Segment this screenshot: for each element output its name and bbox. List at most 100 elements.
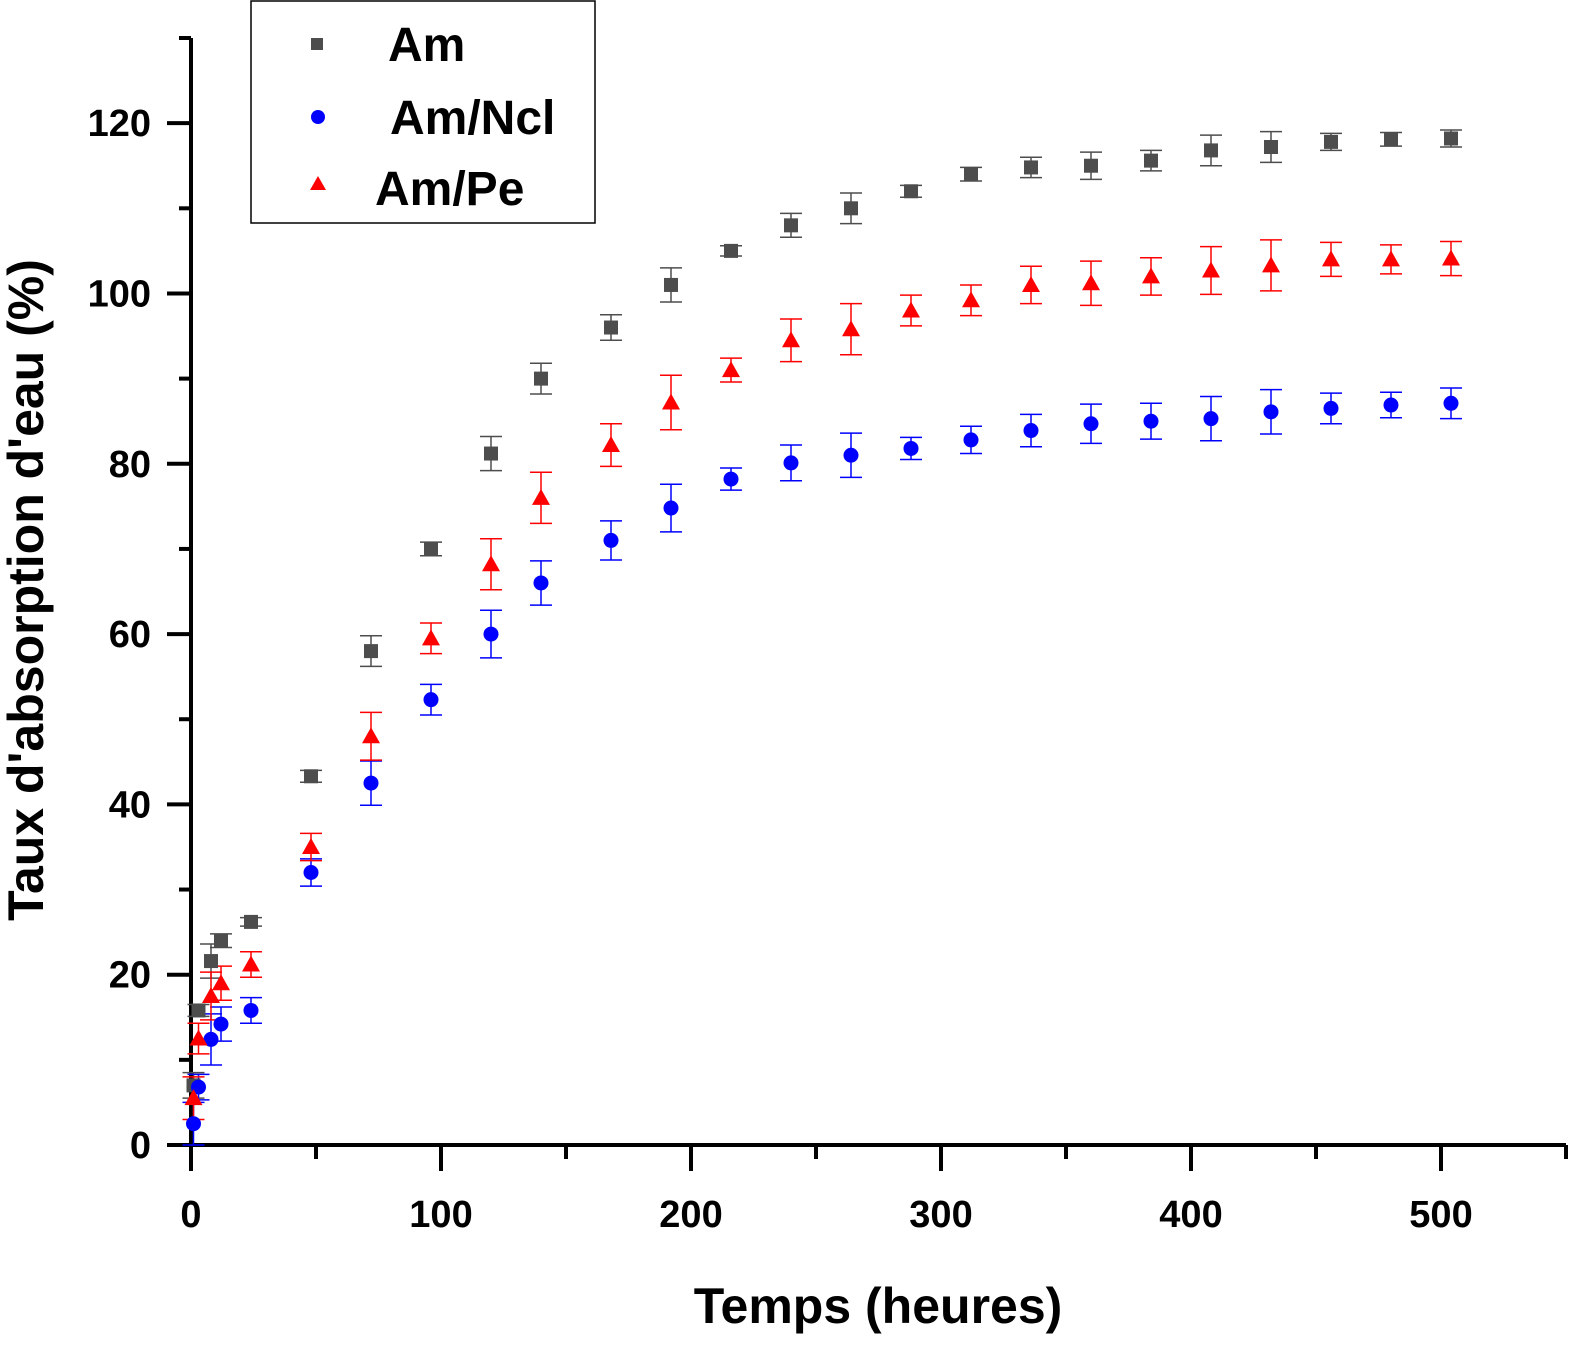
point-am-ncl xyxy=(963,432,979,448)
point-am-pe xyxy=(189,1029,208,1046)
x-tick-label: 500 xyxy=(1409,1194,1472,1236)
y-tick-label: 100 xyxy=(88,273,151,315)
point-am xyxy=(1444,131,1458,146)
point-am-pe xyxy=(202,986,220,1003)
point-am xyxy=(304,769,318,784)
point-am xyxy=(191,1003,206,1018)
x-tick-label: 200 xyxy=(659,1194,722,1236)
point-am-ncl xyxy=(603,532,619,548)
y-tick-label: 20 xyxy=(109,955,151,997)
point-am-ncl xyxy=(903,440,919,456)
point-am-ncl xyxy=(423,692,439,708)
point-am xyxy=(1024,160,1038,175)
legend-box xyxy=(250,0,596,224)
point-am-ncl xyxy=(1023,423,1039,439)
point-am-pe xyxy=(1322,250,1340,267)
x-tick-label: 100 xyxy=(409,1194,472,1236)
x-axis-title: Temps (heures) xyxy=(694,1278,1063,1334)
point-am-pe xyxy=(302,837,320,854)
point-am-pe xyxy=(362,727,380,744)
point-am-ncl xyxy=(783,455,799,471)
legend-marker-am-ncl xyxy=(311,110,325,124)
point-am-ncl xyxy=(186,1116,201,1132)
point-am-ncl xyxy=(483,626,499,642)
point-am-ncl xyxy=(1443,395,1459,411)
point-am xyxy=(844,201,858,216)
point-am xyxy=(1264,139,1278,154)
point-am-pe xyxy=(1202,261,1220,278)
legend-label-am-ncl: Am/Ncl xyxy=(390,92,555,145)
point-am xyxy=(664,277,678,292)
point-am-pe xyxy=(482,555,500,572)
point-am-ncl xyxy=(1383,397,1399,413)
point-am xyxy=(904,184,918,199)
point-am-ncl xyxy=(203,1031,219,1047)
x-tick-label: 0 xyxy=(180,1194,201,1236)
axes xyxy=(189,38,1566,1147)
point-am xyxy=(364,644,378,659)
y-tick-label: 120 xyxy=(88,103,151,145)
point-am-pe xyxy=(662,393,680,410)
point-am-pe xyxy=(1442,249,1460,266)
point-am-pe xyxy=(422,629,440,646)
point-am-pe xyxy=(184,1089,203,1106)
point-am xyxy=(204,954,218,969)
point-am-ncl xyxy=(1083,416,1099,432)
point-am xyxy=(244,914,258,929)
point-am-ncl xyxy=(1203,411,1219,427)
point-am-pe xyxy=(212,974,230,991)
point-am xyxy=(1084,158,1098,173)
point-am-pe xyxy=(842,320,860,337)
point-am-pe xyxy=(782,331,800,348)
point-am-ncl xyxy=(363,775,379,791)
point-am-ncl xyxy=(1323,400,1339,416)
point-am xyxy=(1324,134,1338,149)
point-am xyxy=(534,371,548,386)
point-am xyxy=(1384,132,1398,147)
point-am xyxy=(1144,153,1158,168)
point-am-pe xyxy=(962,291,980,308)
point-am-pe xyxy=(532,488,550,505)
point-am-pe xyxy=(1142,267,1160,284)
point-am-ncl xyxy=(533,575,549,591)
point-am-pe xyxy=(902,301,920,318)
point-am-pe xyxy=(602,436,620,453)
legend-marker-am xyxy=(311,38,323,50)
y-tick-label: 40 xyxy=(109,784,151,826)
point-am-ncl xyxy=(1263,404,1279,420)
point-am-ncl xyxy=(843,447,859,463)
point-am xyxy=(604,320,618,335)
point-am xyxy=(1204,143,1218,158)
y-tick-label: 0 xyxy=(130,1125,151,1167)
legend-label-am: Am xyxy=(388,19,465,72)
point-am xyxy=(424,541,438,556)
point-am-pe xyxy=(1082,274,1100,291)
point-am-pe xyxy=(1262,256,1280,273)
point-am-ncl xyxy=(243,1002,259,1018)
y-tick-label: 60 xyxy=(109,614,151,656)
x-tick-label: 400 xyxy=(1159,1194,1222,1236)
error-bars xyxy=(182,129,1462,1146)
point-am-pe xyxy=(1382,250,1400,267)
x-tick-label: 300 xyxy=(909,1194,972,1236)
legend-label-am-pe: Am/Pe xyxy=(375,163,524,216)
point-am-pe xyxy=(242,955,260,972)
point-am-ncl xyxy=(303,865,319,881)
point-am-pe xyxy=(722,361,740,378)
point-am xyxy=(724,243,738,258)
point-am-pe xyxy=(1022,275,1040,292)
point-am-ncl xyxy=(663,500,679,516)
point-am-ncl xyxy=(1143,413,1159,429)
point-am-ncl xyxy=(191,1079,206,1095)
legend: Am Am/Ncl Am/Pe xyxy=(250,0,596,224)
point-am xyxy=(784,218,798,233)
y-axis-title: Taux d'absorption d'eau (%) xyxy=(0,259,54,921)
point-am-ncl xyxy=(723,471,739,487)
point-am xyxy=(484,446,498,461)
point-am xyxy=(964,167,978,182)
y-tick-label: 80 xyxy=(109,444,151,486)
point-am-ncl xyxy=(213,1016,229,1032)
ticks: 0 20 40 60 80 100 120 0 100 200 300 400 500 xyxy=(88,36,1568,1236)
data-markers xyxy=(184,131,1460,1132)
